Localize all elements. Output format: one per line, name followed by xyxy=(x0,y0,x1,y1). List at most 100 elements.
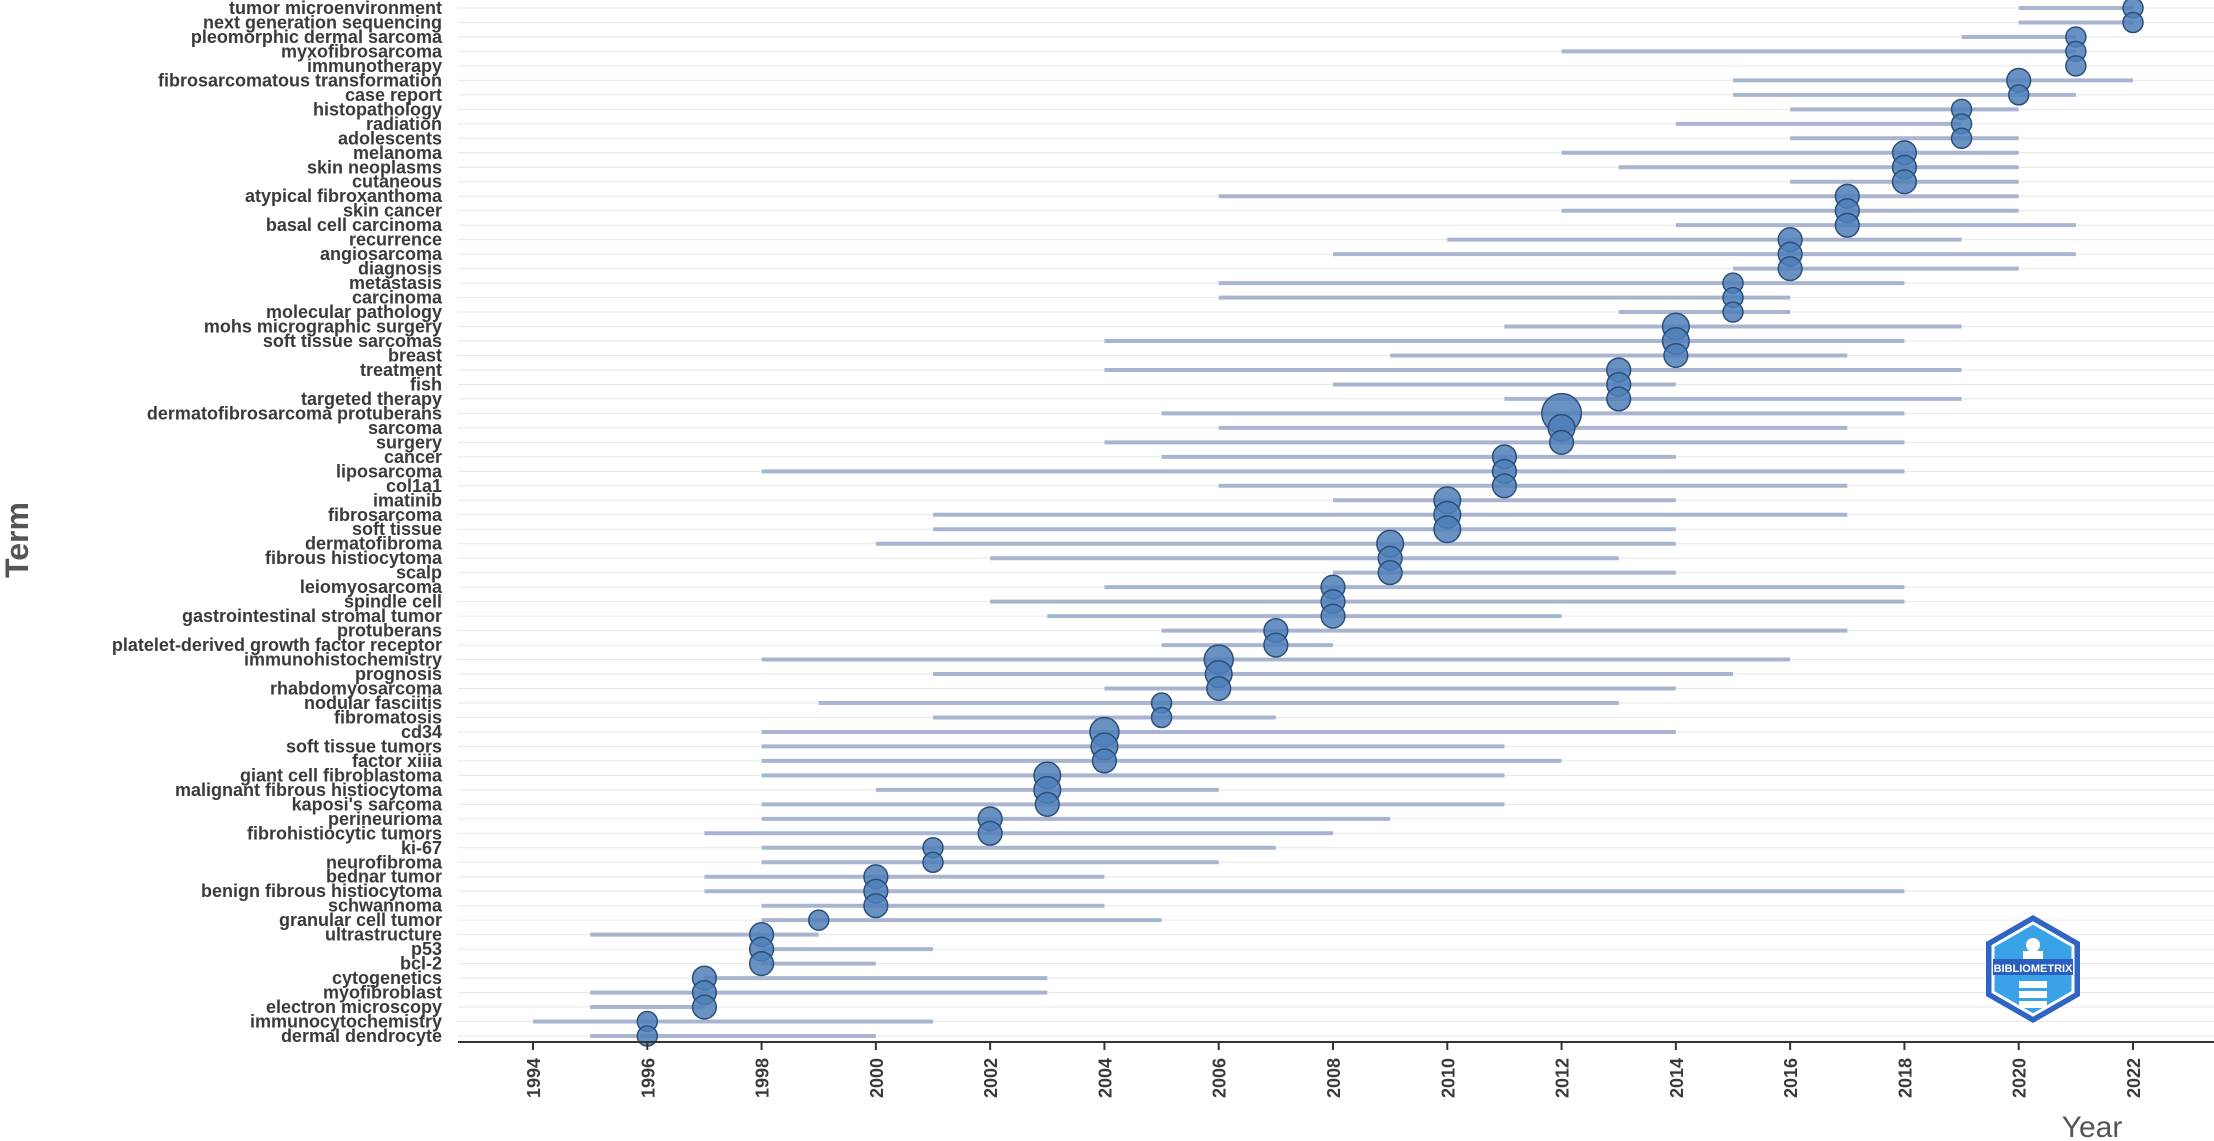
median-year-point xyxy=(748,950,775,977)
term-label: cancer xyxy=(384,447,442,467)
x-tick-label: 2006 xyxy=(1210,1058,1230,1098)
term-label: skin neoplasms xyxy=(307,157,442,177)
term-label: spindle cell xyxy=(344,592,442,612)
term-label: fibrohistiocytic tumors xyxy=(247,823,442,843)
term-label: cutaneous xyxy=(352,172,442,192)
x-tick-label: 2000 xyxy=(867,1058,887,1098)
median-year-point xyxy=(1377,560,1403,586)
term-label: immunohistochemistry xyxy=(244,650,442,670)
term-label: dermatofibroma xyxy=(305,534,443,554)
term-label: bcl-2 xyxy=(400,954,442,974)
term-label: liposarcoma xyxy=(336,461,443,481)
median-year-point xyxy=(1777,256,1803,282)
x-tick-label: 2022 xyxy=(2124,1058,2144,1098)
term-label: histopathology xyxy=(313,99,442,119)
median-year-point xyxy=(1263,632,1289,658)
term-label: skin cancer xyxy=(343,201,442,221)
term-label: myofibroblast xyxy=(323,983,442,1003)
median-year-point xyxy=(1950,127,1973,150)
median-year-point xyxy=(1206,675,1232,702)
median-year-point xyxy=(2007,84,2030,106)
x-tick-label: 2020 xyxy=(2010,1058,2030,1098)
term-label: breast xyxy=(388,345,442,365)
median-year-point xyxy=(1320,603,1346,629)
median-year-point xyxy=(1722,301,1744,323)
median-year-point xyxy=(1663,342,1689,369)
term-label: ultrastructure xyxy=(325,925,442,945)
x-tick-label: 2014 xyxy=(1667,1058,1687,1098)
term-label: gastrointestinal stromal tumor xyxy=(182,606,442,626)
term-label: tumor microenvironment xyxy=(229,0,442,18)
x-tick-label: 2010 xyxy=(1438,1058,1458,1098)
x-tick-label: 1998 xyxy=(753,1058,773,1098)
term-label: platelet-derived growth factor receptor xyxy=(112,635,442,655)
term-label: metastasis xyxy=(349,273,442,293)
y-axis-title: Term xyxy=(0,502,35,578)
term-label: p53 xyxy=(411,939,442,959)
x-axis-title: Year xyxy=(2062,1111,2123,1141)
term-label: adolescents xyxy=(338,128,442,148)
x-tick-label: 2008 xyxy=(1324,1058,1344,1098)
x-axis: 1994 1996 1998 2000 2002 2004 2006 2008 2010 2012… xyxy=(458,1041,2214,1098)
x-tick-label: 1996 xyxy=(638,1058,658,1098)
term-label: atypical fibroxanthoma xyxy=(245,186,443,206)
term-label: factor xiiia xyxy=(352,751,443,771)
bibliometrix-logo: BIBLIOMETRIX xyxy=(1986,915,2080,1023)
logo-text: BIBLIOMETRIX xyxy=(1994,963,2073,975)
median-year-point xyxy=(2122,11,2144,34)
term-label: kaposi's sarcoma xyxy=(292,794,443,814)
term-label: surgery xyxy=(376,432,442,452)
median-year-point xyxy=(1834,212,1860,238)
median-year-point xyxy=(1433,515,1462,544)
term-label: myxofibrosarcoma xyxy=(281,41,443,61)
term-label: bednar tumor xyxy=(326,867,442,887)
term-label: electron microscopy xyxy=(266,997,442,1017)
x-tick-label: 2016 xyxy=(1781,1058,1801,1098)
term-label: fibrosarcomatous transformation xyxy=(158,70,442,90)
term-label: recurrence xyxy=(349,230,442,250)
median-year-point xyxy=(1034,791,1060,817)
term-label: immunocytochemistry xyxy=(250,1012,442,1032)
term-label: sarcoma xyxy=(368,418,443,438)
x-tick-label: 2018 xyxy=(1895,1058,1915,1098)
median-year-points xyxy=(636,0,2144,1047)
term-label: imatinib xyxy=(373,490,442,510)
median-year-point xyxy=(922,851,944,874)
term-label: melanoma xyxy=(353,143,443,163)
term-label: fibromatosis xyxy=(334,707,442,727)
term-label: soft tissue tumors xyxy=(286,736,442,756)
median-year-point xyxy=(977,820,1003,846)
term-label: benign fibrous histiocytoma xyxy=(201,881,443,901)
term-label: mohs micrographic surgery xyxy=(204,317,442,337)
median-year-point xyxy=(1491,473,1518,499)
x-tick-label: 2012 xyxy=(1553,1058,1573,1098)
term-label: rhabdomyosarcoma xyxy=(270,679,443,699)
term-label: dermatofibrosarcoma protuberans xyxy=(147,403,442,423)
term-label: molecular pathology xyxy=(266,302,442,322)
median-year-point xyxy=(691,994,718,1020)
term-label: protuberans xyxy=(337,621,442,641)
term-label: next generation sequencing xyxy=(203,12,442,32)
term-label: dermal dendrocyte xyxy=(281,1026,442,1046)
term-label: leiomyosarcoma xyxy=(300,577,443,597)
term-label: prognosis xyxy=(355,664,442,684)
term-label: scalp xyxy=(396,563,442,583)
term-label: soft tissue xyxy=(352,519,442,539)
median-year-point xyxy=(863,893,889,919)
term-label: cytogenetics xyxy=(332,968,442,988)
term-label: immunotherapy xyxy=(307,56,442,76)
term-label: radiation xyxy=(366,114,442,134)
term-label: cd34 xyxy=(401,722,442,742)
term-label: col1a1 xyxy=(386,476,442,496)
term-label: case report xyxy=(345,85,442,105)
x-tick-label: 2004 xyxy=(1095,1058,1115,1098)
median-year-point xyxy=(2065,55,2087,77)
term-label: neurofibroma xyxy=(326,852,443,872)
median-year-point xyxy=(807,909,830,931)
term-label: diagnosis xyxy=(358,259,442,279)
term-label: carcinoma xyxy=(352,288,443,308)
term-label: schwannoma xyxy=(328,896,443,916)
